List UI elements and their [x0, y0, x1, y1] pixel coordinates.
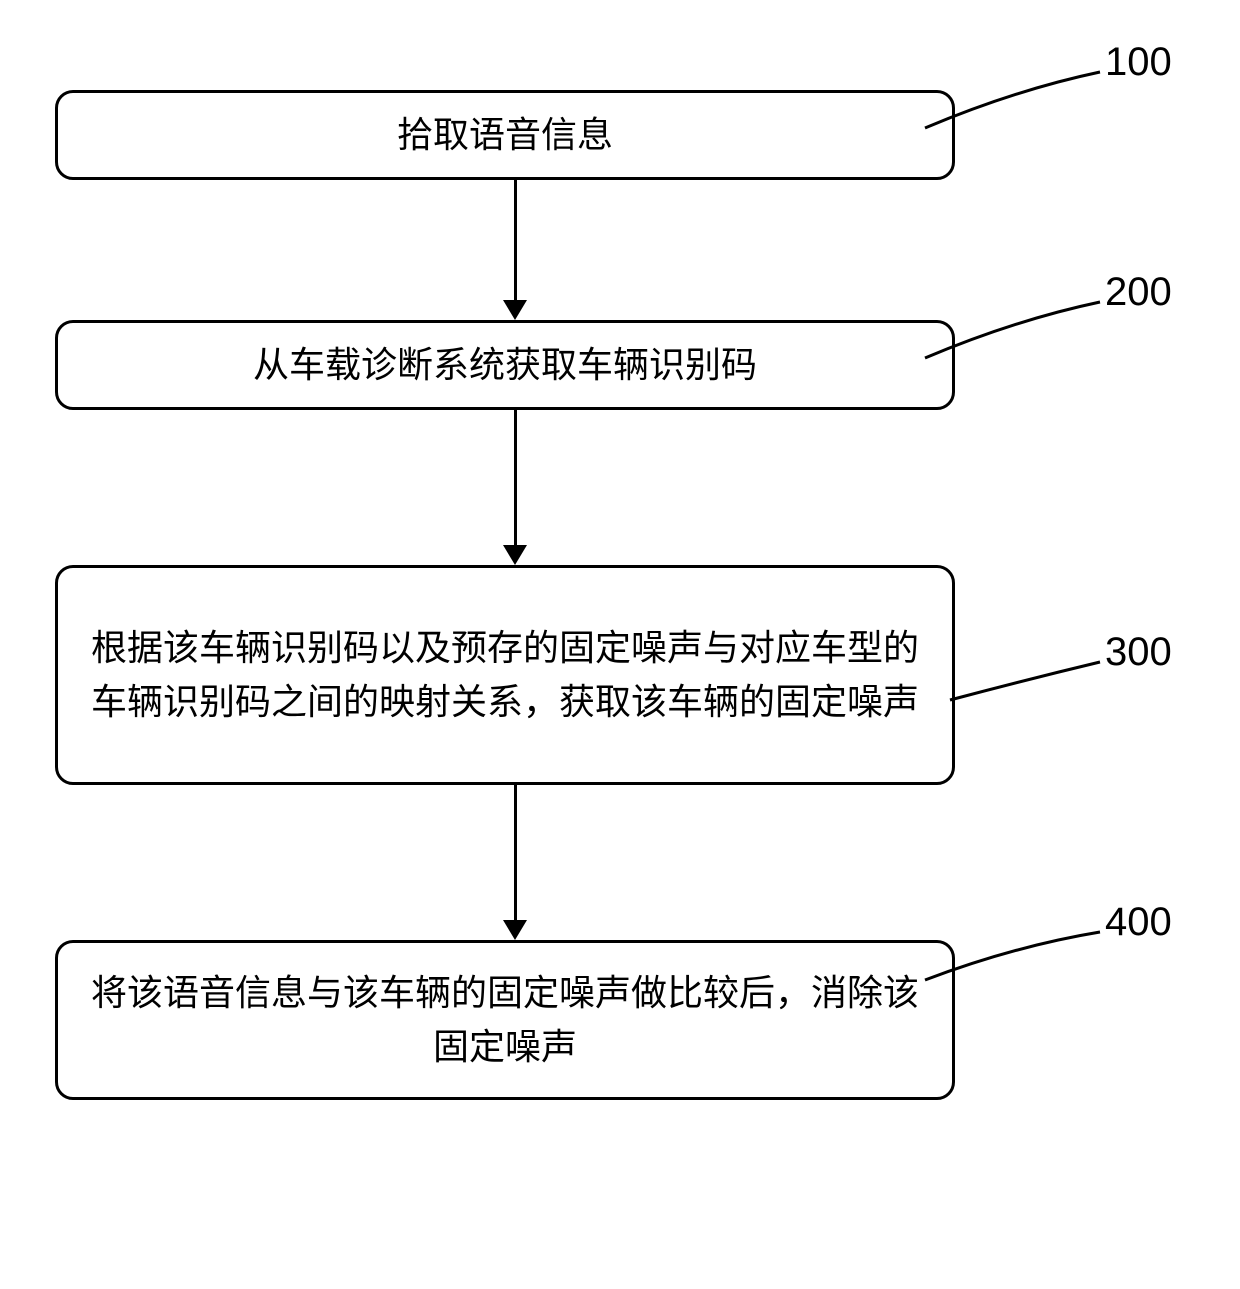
- arrow-head: [503, 545, 527, 565]
- arrow-line: [514, 410, 517, 545]
- flow-step-1-text: 拾取语音信息: [397, 108, 613, 162]
- arrow-line: [514, 180, 517, 300]
- arrow-head: [503, 300, 527, 320]
- flow-step-2: 从车载诊断系统获取车辆识别码: [55, 320, 955, 410]
- step-label-3: 300: [1105, 630, 1172, 675]
- flow-step-2-text: 从车载诊断系统获取车辆识别码: [253, 338, 757, 392]
- arrow-line: [514, 785, 517, 920]
- flow-step-3-text: 根据该车辆识别码以及预存的固定噪声与对应车型的车辆识别码之间的映射关系，获取该车…: [88, 621, 922, 729]
- arrow-1: [503, 180, 527, 320]
- step-label-1: 100: [1105, 40, 1172, 85]
- step-label-2: 200: [1105, 270, 1172, 315]
- flow-step-1: 拾取语音信息: [55, 90, 955, 180]
- arrow-2: [503, 410, 527, 565]
- arrow-head: [503, 920, 527, 940]
- step-label-4: 400: [1105, 900, 1172, 945]
- arrow-3: [503, 785, 527, 940]
- flow-step-4: 将该语音信息与该车辆的固定噪声做比较后，消除该固定噪声: [55, 940, 955, 1100]
- flow-step-4-text: 将该语音信息与该车辆的固定噪声做比较后，消除该固定噪声: [88, 966, 922, 1074]
- flow-step-3: 根据该车辆识别码以及预存的固定噪声与对应车型的车辆识别码之间的映射关系，获取该车…: [55, 565, 955, 785]
